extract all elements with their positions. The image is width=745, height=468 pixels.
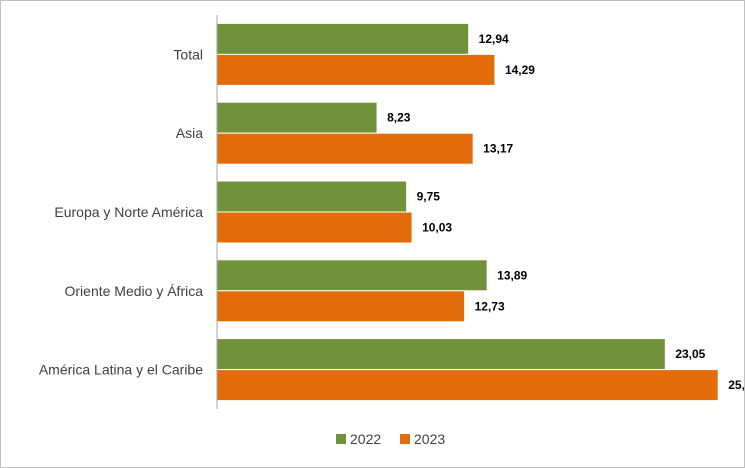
legend: 2022 2023 [336, 431, 445, 447]
data-label: 25,77 [728, 378, 744, 392]
bar-2022-0 [216, 22, 470, 55]
bar-2023-0 [216, 53, 496, 86]
data-label: 23,05 [675, 347, 705, 361]
legend-swatch-2023 [400, 434, 410, 444]
data-label: 8,23 [387, 111, 411, 125]
bar-2022-2 [216, 180, 408, 213]
data-label: 12,73 [475, 299, 505, 313]
data-label: 14,29 [505, 63, 535, 77]
bar-2022-4 [216, 338, 666, 371]
data-label: 13,17 [483, 142, 513, 156]
category-label: América Latina y el Caribe [39, 362, 203, 378]
data-label: 10,03 [422, 221, 452, 235]
bar-2023-1 [216, 132, 474, 165]
data-label: 9,75 [417, 190, 441, 204]
legend-label: 2022 [350, 431, 381, 447]
bar-2022-3 [216, 259, 488, 292]
category-label: Europa y Norte América [54, 204, 203, 220]
legend-label: 2023 [414, 431, 445, 447]
bar-2023-2 [216, 211, 413, 244]
category-label: Asia [176, 125, 203, 141]
bar-2023-4 [216, 369, 719, 402]
data-label: 12,94 [479, 32, 509, 46]
bar-2023-3 [216, 290, 466, 323]
category-label: Oriente Medio y África [65, 283, 204, 299]
category-label: Total [173, 46, 203, 62]
data-label: 13,89 [497, 268, 527, 282]
legend-swatch-2022 [336, 434, 346, 444]
bar-2022-1 [216, 101, 378, 134]
